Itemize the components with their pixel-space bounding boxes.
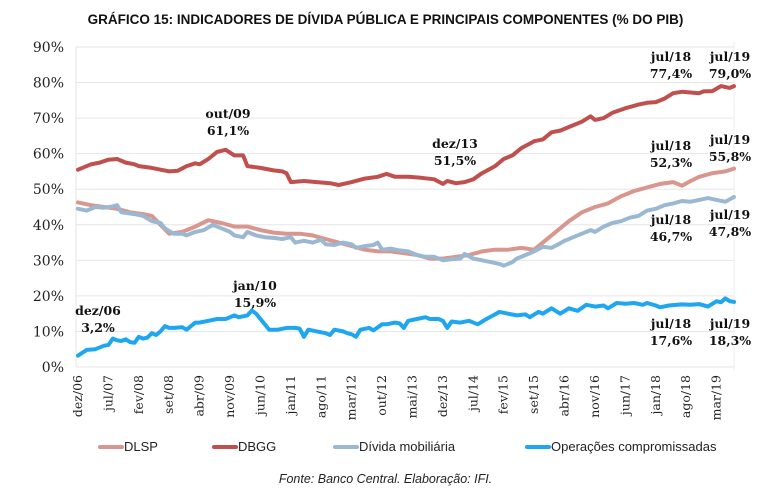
x-tick-label: jun/10 — [252, 375, 267, 417]
x-tick-label: jan/11 — [283, 375, 298, 417]
x-tick-label: fev/08 — [131, 375, 146, 414]
x-tick-label: jul/14 — [465, 375, 480, 413]
chart-title: GRÁFICO 15: INDICADORES DE DÍVIDA PÚBLIC… — [87, 12, 684, 27]
annotation-date: jul/19 — [709, 316, 750, 331]
x-tick-label: out/12 — [374, 375, 389, 416]
x-tick-label: mar/12 — [344, 375, 359, 420]
x-tick-label: set/08 — [161, 375, 176, 414]
annotation-date: jul/18 — [650, 138, 692, 153]
x-tick-label: abr/16 — [557, 375, 572, 417]
legend-item-dbgg: DBGG — [212, 439, 276, 454]
x-tick-label: dez/06 — [70, 375, 85, 417]
y-tick-label: 50% — [33, 182, 64, 198]
annotation-value: 46,7% — [650, 229, 692, 244]
x-tick-label: dez/13 — [435, 375, 450, 417]
annotation-date: jul/19 — [709, 207, 750, 222]
series-line-dbgg — [76, 84, 736, 187]
y-axis: 0% 10% 20% 30% 40% 50% 60% 70% 80% 90% — [33, 40, 64, 376]
x-tick-label: set/15 — [526, 375, 541, 414]
annotation-date: out/09 — [205, 106, 250, 121]
series-line-divida-mobiliaria — [76, 195, 736, 268]
legend-swatch-operacoes-compromissadas — [525, 444, 551, 449]
x-tick-label: nov/16 — [587, 375, 602, 418]
legend-item-operacoes-compromissadas: Operações compromissadas — [525, 439, 716, 454]
annotation-date: jul/18 — [650, 212, 692, 227]
legend-label: Dívida mobiliária — [359, 439, 456, 454]
y-tick-label: 60% — [33, 147, 64, 163]
y-tick-label: 0% — [42, 360, 64, 376]
legend-item-dlsp: DLSP — [98, 439, 158, 454]
annotations: dez/06 3,2% jan/10 15,9% out/09 61,1% dez/13 51… — [75, 49, 751, 348]
legend: DLSP DBGG Dívida mobiliária Operações co… — [0, 439, 771, 459]
annotation-value: 55,8% — [709, 149, 751, 164]
x-tick-label: mar/19 — [709, 375, 724, 420]
annotation-value: 47,8% — [709, 224, 751, 239]
annotation-value: 79,0% — [709, 66, 751, 81]
x-tick-label: jan/18 — [648, 375, 663, 417]
legend-item-divida-mobiliaria: Dívida mobiliária — [333, 439, 455, 454]
annotation-value: 17,6% — [650, 333, 692, 348]
annotation-date: jul/19 — [709, 49, 750, 64]
source-note: Fonte: Banco Central. Elaboração: IFI. — [278, 472, 493, 486]
gridlines — [75, 42, 735, 370]
annotation-date: jan/10 — [232, 278, 277, 293]
annotation-value: 18,3% — [709, 333, 751, 348]
legend-swatch-dlsp — [98, 444, 124, 449]
annotation-value: 3,2% — [81, 320, 115, 335]
legend-label: DLSP — [124, 439, 158, 454]
x-tick-label: ago/11 — [313, 375, 328, 418]
x-tick-label: abr/09 — [192, 375, 207, 417]
y-tick-label: 40% — [33, 218, 64, 234]
x-axis: dez/06 jul/07 fev/08 set/08 abr/09 nov/09 jun/… — [70, 375, 724, 420]
legend-label: Operações compromissadas — [551, 439, 717, 454]
series-line-dlsp — [76, 166, 736, 261]
annotation-value: 77,4% — [650, 66, 692, 81]
x-tick-label: jun/17 — [617, 375, 632, 417]
x-tick-label: nov/09 — [222, 375, 237, 418]
annotation-date: dez/06 — [75, 303, 121, 318]
series-lines — [76, 84, 736, 358]
y-tick-label: 20% — [33, 289, 64, 305]
y-tick-label: 10% — [33, 324, 64, 340]
x-tick-label: fev/15 — [496, 375, 511, 414]
annotation-value: 52,3% — [650, 155, 692, 170]
y-tick-label: 80% — [33, 76, 64, 92]
legend-label: DBGG — [238, 439, 277, 454]
annotation-date: jul/18 — [650, 316, 692, 331]
x-tick-label: mai/13 — [405, 375, 420, 418]
annotation-value: 61,1% — [207, 123, 249, 138]
y-tick-label: 90% — [33, 40, 64, 56]
x-tick-label: jul/07 — [100, 375, 115, 413]
annotation-date: jul/18 — [650, 49, 692, 64]
x-tick-label: ago/18 — [678, 375, 693, 418]
annotation-value: 51,5% — [434, 153, 476, 168]
annotation-value: 15,9% — [234, 295, 276, 310]
legend-swatch-dbgg — [212, 444, 238, 449]
annotation-date: jul/19 — [709, 132, 750, 147]
legend-swatch-divida-mobiliaria — [333, 444, 359, 449]
y-tick-label: 70% — [33, 111, 64, 127]
annotation-date: dez/13 — [432, 136, 478, 151]
series-line-operacoes-compromissadas — [76, 296, 736, 358]
y-tick-label: 30% — [33, 253, 64, 269]
